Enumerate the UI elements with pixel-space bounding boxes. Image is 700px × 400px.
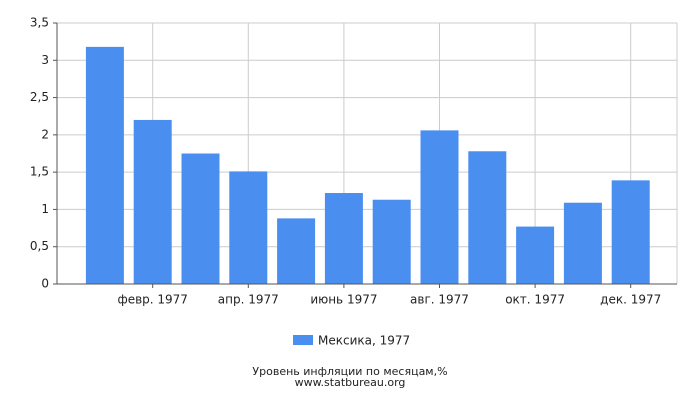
source: www.statbureau.org <box>295 376 406 389</box>
bar <box>372 199 411 284</box>
bar <box>181 153 220 284</box>
bar <box>133 119 172 284</box>
legend-swatch <box>293 335 313 345</box>
bar <box>516 226 555 284</box>
bar <box>468 151 507 284</box>
bar <box>324 193 363 284</box>
x-tick-label: февр. 1977 <box>117 293 188 307</box>
y-tick-label: 1 <box>41 202 49 216</box>
y-tick-label: 0,5 <box>30 239 49 253</box>
bar <box>420 130 459 284</box>
y-tick-label: 2,5 <box>30 90 49 104</box>
x-tick-label: авг. 1977 <box>410 293 469 307</box>
x-tick-label: апр. 1977 <box>218 293 279 307</box>
bar <box>85 46 124 285</box>
y-tick-label: 3 <box>41 53 49 67</box>
bar <box>229 171 268 284</box>
y-tick-label: 1,5 <box>30 165 49 179</box>
bars <box>85 46 650 285</box>
caption: Уровень инфляции по месяцам,% <box>252 365 447 378</box>
x-tick-label: дек. 1977 <box>600 293 661 307</box>
bar <box>277 218 316 284</box>
x-tick-label: июнь 1977 <box>310 293 377 307</box>
bar <box>611 180 650 284</box>
y-tick-label: 2 <box>41 127 49 141</box>
legend-label: Мексика, 1977 <box>318 334 410 348</box>
y-tick-label: 3,5 <box>30 16 49 30</box>
x-tick-label: окт. 1977 <box>505 293 565 307</box>
y-tick-label: 0 <box>41 277 49 291</box>
bar <box>563 202 602 284</box>
